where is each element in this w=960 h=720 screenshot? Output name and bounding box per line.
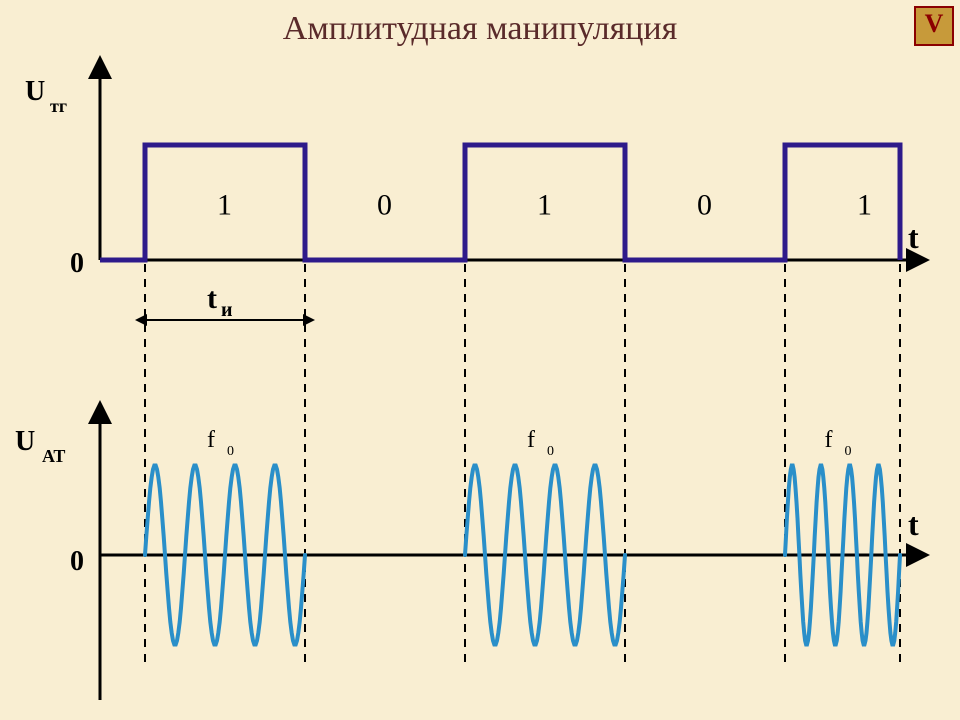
f0-label: f <box>207 427 215 453</box>
dashed-guides <box>145 264 900 665</box>
svg-text:0: 0 <box>70 248 84 279</box>
diagram-svg: U тг t 0 10101 t и U АТ t 0 f0f0f0 <box>0 0 960 720</box>
svg-text:0: 0 <box>70 546 84 577</box>
svg-text:t: t <box>207 282 217 315</box>
f0-sub: 0 <box>845 444 852 459</box>
svg-text:U: U <box>15 426 35 457</box>
f0-sub: 0 <box>227 444 234 459</box>
svg-text:и: и <box>221 299 233 321</box>
f0-label: f <box>527 427 535 453</box>
ti-dimension: t и <box>145 282 305 321</box>
bit-label: 1 <box>217 189 232 222</box>
svg-text:АТ: АТ <box>42 446 65 466</box>
svg-text:t: t <box>908 219 919 255</box>
svg-text:U: U <box>25 76 45 107</box>
svg-text:тг: тг <box>50 96 67 116</box>
f0-label: f <box>825 427 833 453</box>
bottom-plot-axes: U АТ t 0 <box>15 420 919 700</box>
svg-text:t: t <box>908 506 919 542</box>
bit-label: 1 <box>537 189 552 222</box>
bit-label: 0 <box>377 189 392 222</box>
f0-sub: 0 <box>547 444 554 459</box>
f0-labels: f0f0f0 <box>207 427 852 459</box>
bit-label: 1 <box>857 189 872 222</box>
bit-label: 0 <box>697 189 712 222</box>
bit-labels: 1 0 1 0 1 <box>217 189 872 222</box>
